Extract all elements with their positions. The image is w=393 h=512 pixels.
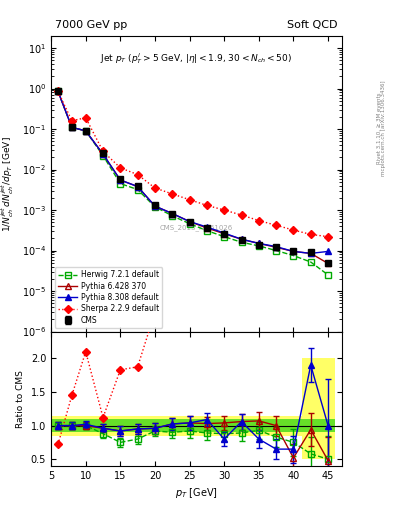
Herwig 7.2.1 default [170,212,174,219]
Sherpa 2.2.9 default [204,202,209,208]
Text: Rivet 3.1.10, ≥ 3M events: Rivet 3.1.10, ≥ 3M events [377,92,382,164]
Pythia 8.308 default [83,128,88,134]
Text: mcplots.cern.ch [arXiv:1306.3436]: mcplots.cern.ch [arXiv:1306.3436] [381,80,386,176]
Pythia 6.428 370 [101,151,105,157]
Pythia 6.428 370 [257,240,261,246]
X-axis label: $p_{T}$ [GeV]: $p_{T}$ [GeV] [175,486,218,500]
Line: Pythia 8.308 default: Pythia 8.308 default [55,89,331,256]
Pythia 8.308 default [187,219,192,225]
Sherpa 2.2.9 default [239,212,244,218]
Sherpa 2.2.9 default [135,172,140,178]
Pythia 8.308 default [274,244,279,250]
Sherpa 2.2.9 default [257,218,261,224]
Pythia 6.428 370 [152,203,157,209]
Pythia 8.308 default [135,183,140,189]
Sherpa 2.2.9 default [152,185,157,191]
Herwig 7.2.1 default [135,186,140,193]
Pythia 6.428 370 [204,225,209,231]
Y-axis label: $1/N_{ch}^{jet}\,dN_{ch}^{jet}/dp_{T}$ [GeV]: $1/N_{ch}^{jet}\,dN_{ch}^{jet}/dp_{T}$ [… [0,136,17,231]
Pythia 8.308 default [326,248,331,254]
Sherpa 2.2.9 default [56,88,61,94]
Sherpa 2.2.9 default [70,118,74,124]
Pythia 8.308 default [204,224,209,230]
Sherpa 2.2.9 default [291,227,296,233]
Sherpa 2.2.9 default [309,231,313,238]
Pythia 8.308 default [56,88,61,94]
Herwig 7.2.1 default [309,259,313,265]
Sherpa 2.2.9 default [118,165,123,171]
Sherpa 2.2.9 default [170,191,174,197]
Pythia 8.308 default [257,240,261,246]
Legend: Herwig 7.2.1 default, Pythia 6.428 370, Pythia 8.308 default, Sherpa 2.2.9 defau: Herwig 7.2.1 default, Pythia 6.428 370, … [55,267,162,328]
Text: Jet $p_{T}$ ($p_{T}^{l}$$>$5 GeV, $|\eta|$$<$1.9, $30$$<$$N_{ch}$$<$$50$): Jet $p_{T}$ ($p_{T}^{l}$$>$5 GeV, $|\eta… [101,51,292,66]
Text: CMS_2013_I1261026: CMS_2013_I1261026 [160,225,233,231]
Sherpa 2.2.9 default [274,222,279,228]
Pythia 6.428 370 [83,128,88,134]
Pythia 6.428 370 [56,88,61,94]
Pythia 6.428 370 [239,236,244,242]
Herwig 7.2.1 default [291,252,296,259]
Pythia 6.428 370 [187,219,192,225]
Sherpa 2.2.9 default [187,197,192,203]
Sherpa 2.2.9 default [326,233,331,240]
Pythia 8.308 default [309,250,313,257]
Pythia 8.308 default [291,248,296,254]
Pythia 6.428 370 [274,244,279,250]
Line: Herwig 7.2.1 default: Herwig 7.2.1 default [55,89,331,278]
Herwig 7.2.1 default [204,227,209,233]
Sherpa 2.2.9 default [101,148,105,155]
Pythia 6.428 370 [309,250,313,257]
Herwig 7.2.1 default [152,204,157,210]
Pythia 6.428 370 [118,177,123,183]
Herwig 7.2.1 default [326,272,331,278]
Pythia 6.428 370 [70,124,74,131]
Herwig 7.2.1 default [222,233,226,240]
Line: Pythia 6.428 370: Pythia 6.428 370 [55,89,331,266]
Line: Sherpa 2.2.9 default: Sherpa 2.2.9 default [55,89,331,240]
Text: 7000 GeV pp: 7000 GeV pp [55,20,127,31]
Pythia 8.308 default [222,230,226,236]
Pythia 8.308 default [101,151,105,157]
Herwig 7.2.1 default [56,88,61,94]
Pythia 6.428 370 [135,183,140,189]
Pythia 8.308 default [152,203,157,209]
Sherpa 2.2.9 default [83,115,88,121]
Y-axis label: Ratio to CMS: Ratio to CMS [16,370,25,428]
Text: Soft QCD: Soft QCD [288,20,338,31]
Herwig 7.2.1 default [274,247,279,253]
Pythia 8.308 default [170,210,174,217]
Pythia 6.428 370 [222,230,226,237]
Herwig 7.2.1 default [70,124,74,131]
Herwig 7.2.1 default [83,128,88,134]
Herwig 7.2.1 default [239,239,244,245]
Pythia 6.428 370 [170,210,174,217]
Herwig 7.2.1 default [187,221,192,227]
Pythia 6.428 370 [326,261,331,267]
Sherpa 2.2.9 default [222,207,226,213]
Pythia 8.308 default [118,177,123,183]
Pythia 8.308 default [70,124,74,131]
Herwig 7.2.1 default [118,181,123,187]
Herwig 7.2.1 default [257,243,261,249]
Pythia 8.308 default [239,236,244,242]
Herwig 7.2.1 default [101,153,105,159]
Pythia 6.428 370 [291,248,296,254]
